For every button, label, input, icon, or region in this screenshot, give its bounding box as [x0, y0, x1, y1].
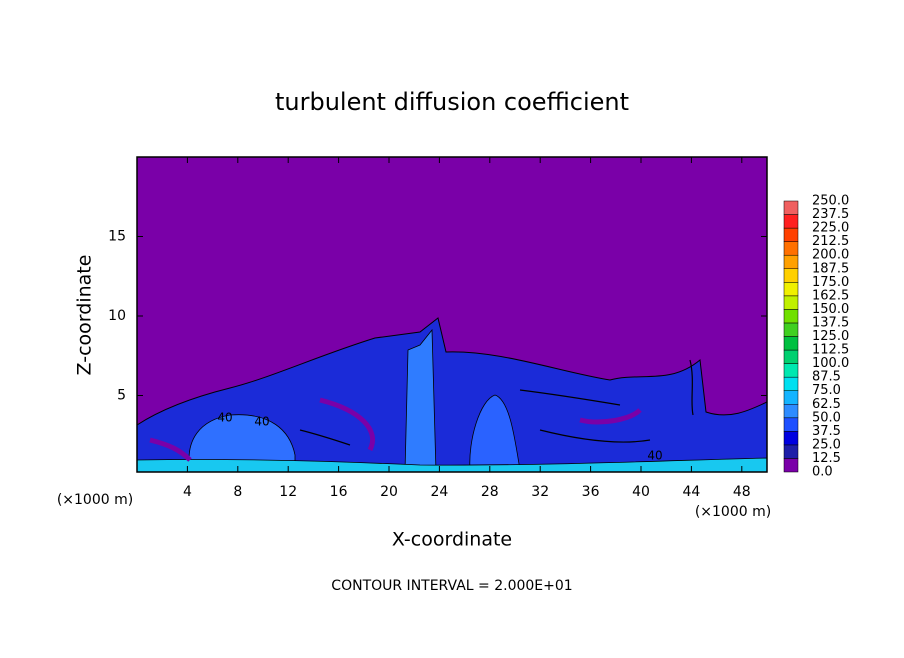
chart-title: turbulent diffusion coefficient [275, 88, 629, 116]
contour-label: 40 [647, 449, 662, 463]
colorbar-box [783, 444, 799, 459]
field-region [188, 414, 296, 471]
colorbar-box [783, 282, 799, 297]
colorbar-box [783, 363, 799, 378]
colorbar-box [783, 268, 799, 283]
colorbar-label: 200.0 [812, 248, 849, 263]
field-region [469, 394, 521, 471]
colorbar-label: 100.0 [812, 356, 849, 371]
colorbar-box [783, 417, 799, 432]
colorbar-label: 237.5 [812, 207, 849, 222]
colorbar-label: 62.5 [812, 397, 841, 412]
x-tick-label: 36 [582, 484, 600, 500]
x-tick-label: 4 [183, 484, 192, 500]
y-unit-label: (×1000 m) [57, 492, 133, 508]
colorbar-label: 112.5 [812, 343, 849, 358]
contour-line [299, 359, 694, 446]
colorbar-label: 187.5 [812, 261, 849, 276]
x-axis-label: X-coordinate [392, 529, 512, 551]
y-axis-label: Z-coordinate [74, 255, 96, 376]
x-tick-label: 24 [430, 484, 448, 500]
x-unit-label: (×1000 m) [695, 504, 771, 520]
colorbar-box [783, 458, 799, 473]
colorbar-label: 212.5 [812, 234, 849, 249]
colorbar-label: 250.0 [812, 194, 849, 209]
plot-frame [136, 156, 768, 473]
colorbar-label: 162.5 [812, 288, 849, 303]
colorbar-box [783, 376, 799, 391]
colorbar-box [783, 254, 799, 269]
colorbar-label: 125.0 [812, 329, 849, 344]
colorbar-box [783, 404, 799, 419]
colorbar-box [783, 349, 799, 364]
colorbar-label: 137.5 [812, 315, 849, 330]
colorbar-box [783, 309, 799, 324]
colorbar-box [783, 227, 799, 242]
field-region [136, 317, 768, 473]
field-region [136, 457, 768, 473]
colorbar-label: 87.5 [812, 370, 841, 385]
field-region [404, 328, 437, 473]
colorbar-label: 225.0 [812, 221, 849, 236]
x-tick-label: 44 [682, 484, 700, 500]
x-tick-label: 8 [233, 484, 242, 500]
colorbar-box [783, 295, 799, 310]
colorbar-box [783, 214, 799, 229]
y-tick-label: 5 [117, 388, 126, 404]
x-tick-label: 32 [531, 484, 549, 500]
colorbar-label: 75.0 [812, 383, 841, 398]
colorbar-label: 150.0 [812, 302, 849, 317]
colorbar-label: 25.0 [812, 437, 841, 452]
colorbar-box [783, 390, 799, 405]
y-tick-label: 10 [108, 308, 126, 324]
field-region [149, 397, 642, 462]
colorbar-box [783, 431, 799, 446]
contour-label: 40 [217, 411, 232, 425]
colorbar-label: 12.5 [812, 451, 841, 466]
colorbar-box [783, 336, 799, 351]
colorbar-label: 50.0 [812, 410, 841, 425]
x-tick-label: 40 [632, 484, 650, 500]
colorbar-label: 175.0 [812, 275, 849, 290]
colorbar-box [783, 322, 799, 337]
field [136, 157, 768, 473]
contour-label: 40 [254, 415, 269, 429]
y-tick-label: 15 [108, 229, 126, 245]
x-tick-label: 20 [380, 484, 398, 500]
colorbar-label: 37.5 [812, 424, 841, 439]
annotation: CONTOUR INTERVAL = 2.000E+01 [331, 578, 572, 594]
colorbar-box [783, 200, 799, 215]
colorbar-box [783, 241, 799, 256]
x-tick-label: 48 [733, 484, 751, 500]
x-tick-label: 12 [279, 484, 297, 500]
x-tick-label: 28 [481, 484, 499, 500]
colorbar-label: 0.0 [812, 465, 833, 480]
x-tick-label: 16 [330, 484, 348, 500]
